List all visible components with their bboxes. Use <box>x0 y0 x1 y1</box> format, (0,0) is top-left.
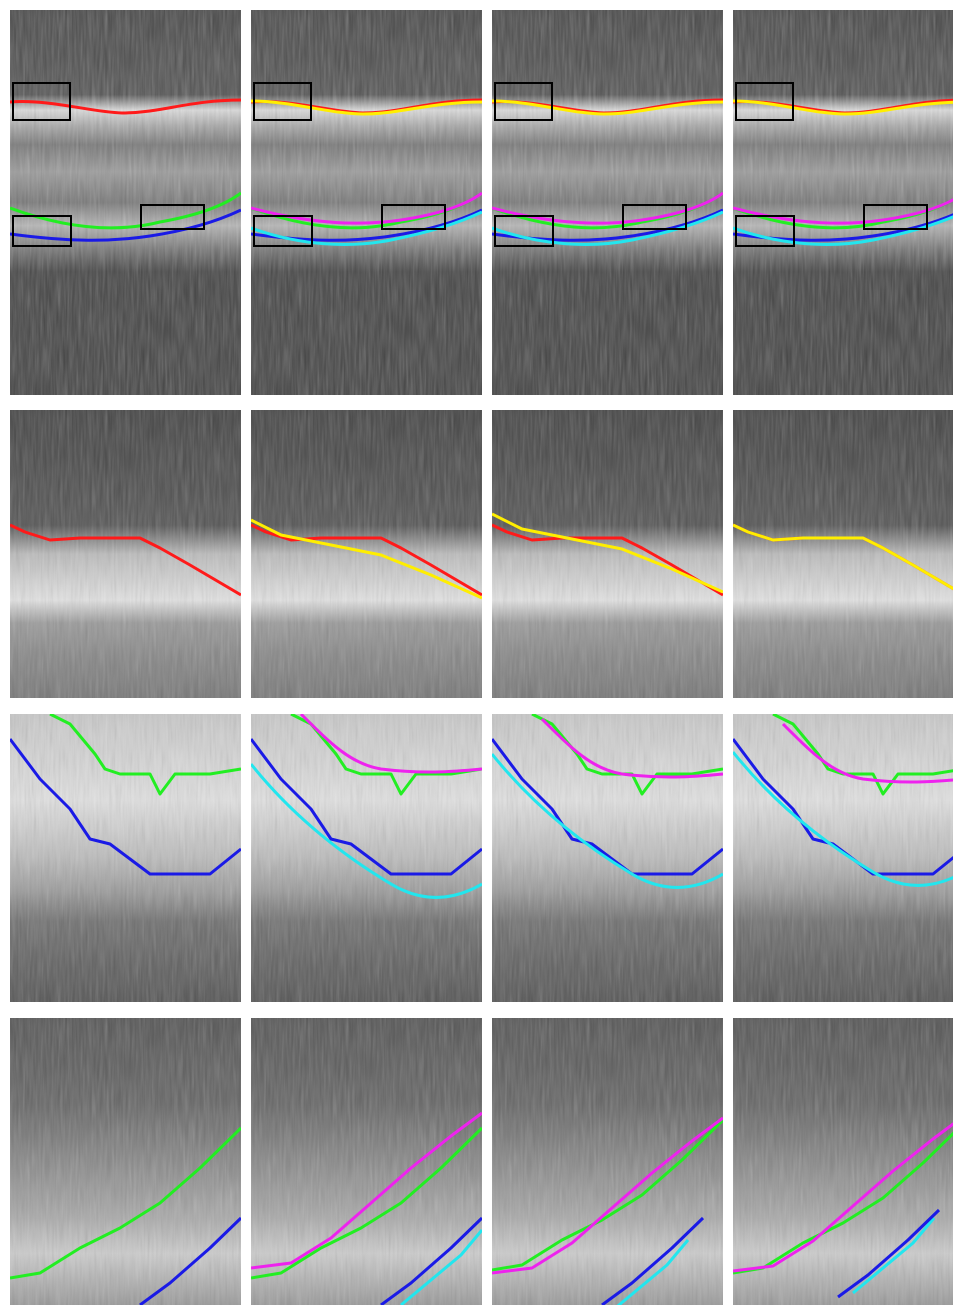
panel <box>251 10 482 395</box>
row-1 <box>10 10 953 395</box>
panel <box>251 410 482 698</box>
row-3 <box>10 714 953 1002</box>
row-2 <box>10 410 953 698</box>
panel <box>492 410 723 698</box>
panel <box>492 1018 723 1305</box>
row-4 <box>10 1018 953 1305</box>
panel <box>251 714 482 1002</box>
panel <box>10 714 241 1002</box>
panel <box>733 410 953 698</box>
panel <box>733 10 953 395</box>
panel <box>733 1018 953 1305</box>
panel <box>251 1018 482 1305</box>
panel <box>10 410 241 698</box>
panel <box>10 10 241 395</box>
panel <box>492 10 723 395</box>
panel <box>10 1018 241 1305</box>
panel <box>492 714 723 1002</box>
panel <box>733 714 953 1002</box>
